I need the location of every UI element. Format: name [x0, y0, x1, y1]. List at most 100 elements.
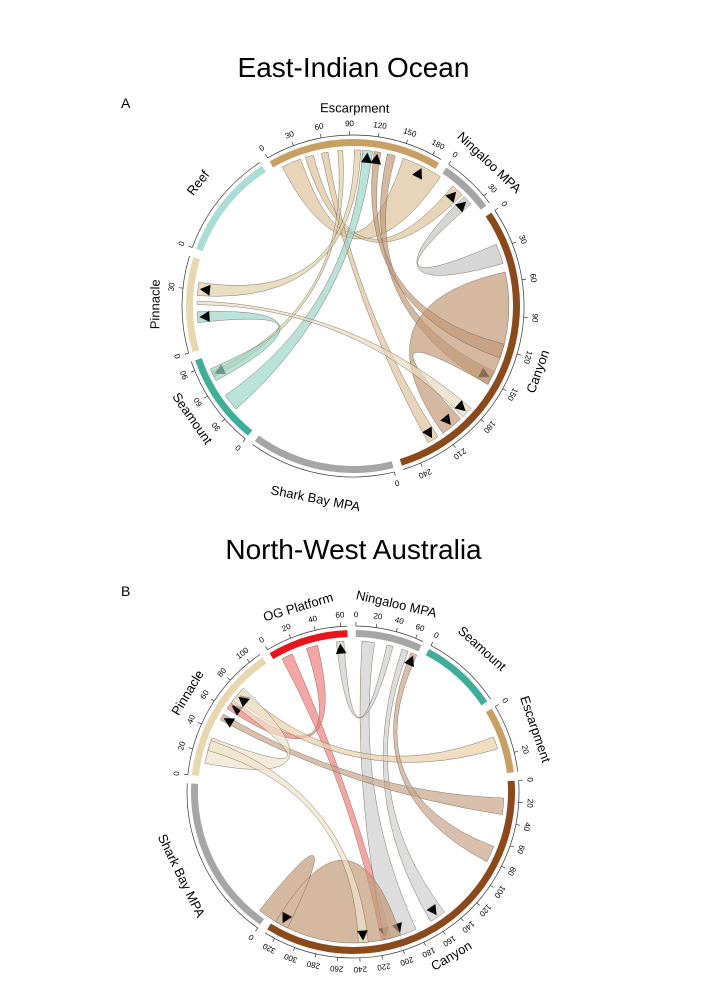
tick-label: 0: [172, 770, 181, 776]
tick-label: 0: [257, 635, 266, 645]
tick-mark: [381, 955, 383, 960]
tick-mark: [490, 884, 494, 888]
sector-arc: [355, 630, 422, 652]
tick-mark: [521, 278, 526, 281]
tick-mark: [227, 677, 231, 681]
tick-label: 240: [417, 467, 433, 481]
tick-label: 0: [500, 696, 510, 705]
tick-label: 120: [373, 120, 388, 131]
tick-mark: [423, 941, 426, 946]
link-arrowhead: [455, 201, 467, 213]
tick-label: 150: [505, 386, 520, 403]
tick-label: 60: [515, 844, 527, 856]
sector-arc: [269, 139, 440, 169]
link-arrowhead: [199, 284, 211, 296]
tick-mark: [460, 917, 464, 922]
link-arrowhead: [282, 911, 293, 924]
tick-mark: [402, 950, 405, 955]
tick-label: 0: [233, 443, 243, 453]
link-arrowhead: [360, 152, 372, 164]
tick-label: 280: [305, 959, 321, 971]
sector-arc: [196, 165, 266, 252]
sector-arc: [442, 167, 487, 210]
tick-mark: [452, 444, 456, 448]
sector-axis: [264, 780, 520, 959]
tick-mark: [204, 395, 208, 399]
chord-link: [321, 151, 439, 444]
tick-label: 0: [354, 610, 359, 619]
tick-mark: [246, 658, 250, 663]
chord-link: [371, 151, 505, 359]
tick-mark: [448, 160, 452, 165]
sector-axis: [448, 163, 490, 204]
chord-link: [305, 154, 463, 243]
tick-label: 150: [402, 126, 418, 139]
tick-label: 100: [492, 884, 507, 901]
sector-axis: [267, 625, 348, 651]
sector-label: Escarpment: [320, 100, 390, 116]
sector-axis: [252, 444, 395, 478]
tick-label: 240: [353, 964, 367, 974]
link-arrowhead: [223, 718, 236, 728]
tick-mark: [288, 634, 291, 639]
tick-label: 120: [522, 350, 535, 366]
tick-mark: [483, 192, 487, 196]
sector-axis: [494, 706, 519, 772]
chord-link: [416, 196, 504, 276]
tick-label: 90: [178, 369, 190, 381]
chord-links: [196, 149, 510, 444]
sector-arc: [186, 257, 200, 353]
link-arrowhead: [426, 903, 437, 916]
tick-label: 0: [451, 150, 460, 160]
tick-mark: [420, 462, 423, 467]
tick-mark: [442, 931, 446, 935]
chord-link: [211, 150, 344, 378]
sector-reef: 0 Reef: [177, 162, 266, 252]
tick-label: 0: [177, 239, 187, 247]
sector-axis: [190, 361, 246, 440]
tick-mark: [516, 353, 522, 356]
tick-label: 0: [499, 200, 509, 209]
tick-label: 60: [528, 273, 538, 284]
tick-mark: [378, 132, 380, 137]
panel-b-letter: B: [121, 583, 131, 599]
panel-a-letter: A: [121, 95, 131, 111]
tick-label: 200: [399, 955, 415, 968]
sector-axis: [402, 210, 525, 470]
sector-label: Pinnacle: [147, 279, 162, 329]
tick-mark: [291, 141, 294, 146]
sector-axis: [355, 625, 424, 642]
tick-mark: [255, 927, 259, 932]
tick-label: 0: [525, 777, 534, 783]
link-arrowhead: [238, 696, 250, 708]
chord-link: [207, 740, 369, 944]
tick-mark: [494, 207, 499, 211]
tick-label: 0: [432, 630, 441, 640]
sector-axis: [430, 645, 491, 700]
tick-label: 60: [198, 688, 211, 701]
sector-axis: [267, 134, 442, 160]
sector-arc: [254, 435, 394, 474]
tick-mark: [242, 438, 246, 443]
tick-mark: [184, 352, 189, 355]
tick-mark: [375, 623, 378, 628]
tick-mark: [313, 626, 316, 631]
tick-label: 30: [517, 234, 529, 246]
tick-mark: [265, 646, 268, 650]
link-arrowhead: [357, 930, 368, 941]
tick-label: 80: [216, 666, 229, 679]
tick-mark: [495, 704, 499, 707]
sector-arc: [269, 630, 348, 660]
link-arrowhead: [445, 191, 457, 203]
sector-axis: [187, 654, 261, 775]
tick-mark: [221, 418, 225, 422]
link-arrowhead: [422, 426, 433, 439]
sector-label: OG Platform: [261, 589, 335, 624]
chord-link: [359, 641, 417, 940]
tick-mark: [430, 641, 434, 646]
sector-label: Seamount: [455, 623, 509, 674]
tick-label: 90: [530, 313, 540, 323]
tick-mark: [188, 245, 193, 248]
